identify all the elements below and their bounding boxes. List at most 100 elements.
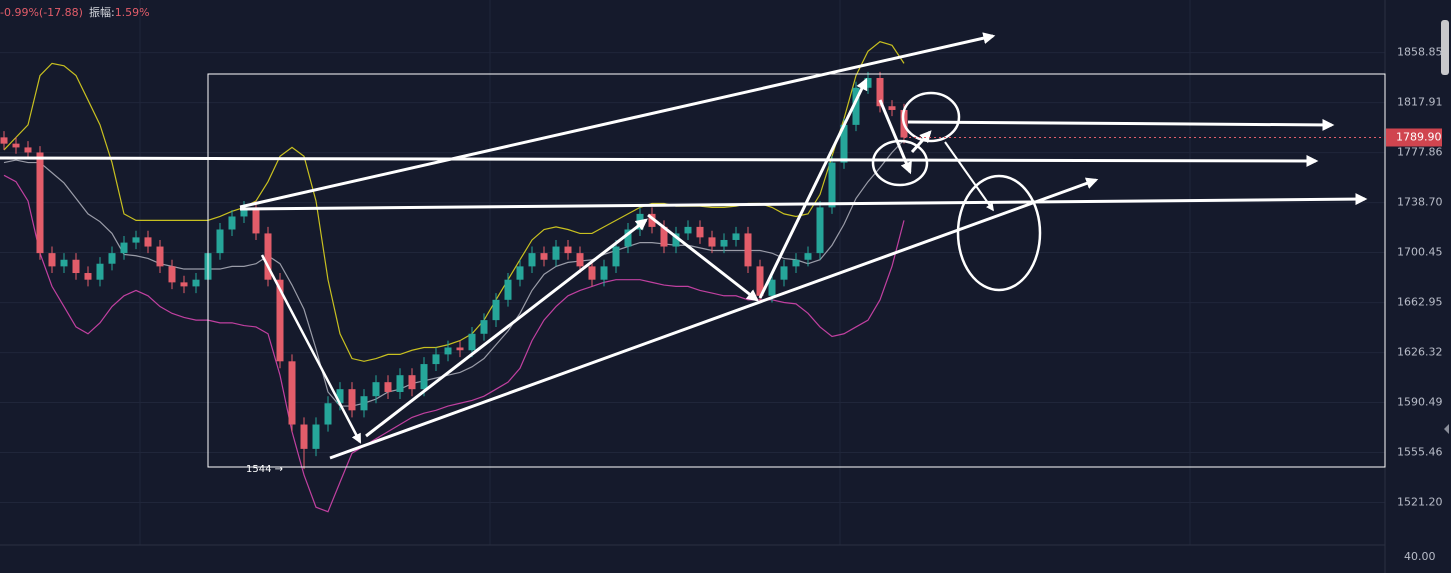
candle-body [504, 279, 512, 300]
candle-body [312, 424, 320, 449]
candle-body [180, 282, 188, 287]
candle-body [252, 207, 260, 234]
candle-body [192, 279, 200, 287]
ellipse [956, 174, 1042, 292]
ellipse [901, 91, 961, 143]
scrollbar[interactable] [1441, 20, 1449, 75]
candle-body [384, 382, 392, 392]
y-tick-label: 1555.46 [1397, 446, 1443, 459]
candle-body [564, 246, 572, 254]
candle-body [84, 273, 92, 280]
y-tick-label: 1626.32 [1397, 346, 1443, 359]
candle-body [828, 162, 836, 208]
candle-body [756, 266, 764, 296]
candle-body [228, 216, 236, 230]
candle-body [108, 253, 116, 264]
arrow [907, 118, 1335, 131]
candle-body [744, 233, 752, 267]
candle-body [324, 403, 332, 425]
y-tick-label: 1521.20 [1397, 496, 1443, 509]
arrow [365, 218, 648, 438]
y-tick-label: 1738.70 [1397, 196, 1443, 209]
candle-body [264, 233, 272, 280]
candle-body [0, 137, 8, 144]
arrow [758, 77, 868, 299]
arrow [239, 193, 1368, 211]
candle-body [672, 233, 680, 247]
candle-body [516, 266, 524, 280]
candle-body [684, 226, 692, 234]
candle-body [360, 396, 368, 411]
candle-body [240, 207, 248, 217]
candle-body [456, 347, 464, 351]
amplitude: 1.59% [115, 6, 150, 19]
y-tick-label: 1700.45 [1397, 246, 1443, 259]
candle-body [96, 263, 104, 280]
candle-body [612, 246, 620, 267]
candle-body [60, 259, 68, 267]
arrow [239, 32, 996, 209]
header: -0.99%(-17.88) 振幅:1.59% [0, 5, 150, 19]
candle-body [492, 299, 500, 321]
candle-body [468, 333, 476, 351]
candle-body [588, 266, 596, 280]
candle-body [144, 237, 152, 247]
candle-body [420, 364, 428, 390]
candle-body [540, 253, 548, 260]
candle-body [720, 239, 728, 247]
candle-body [120, 242, 128, 254]
candle-body [888, 106, 896, 110]
candle-body [480, 320, 488, 334]
current-price-label: 1789.90 [1396, 130, 1442, 143]
candle-body [216, 229, 224, 254]
candle-body [732, 233, 740, 240]
candle-body [168, 266, 176, 283]
arrow [878, 99, 912, 175]
candle-body [648, 213, 656, 227]
candle-body [528, 253, 536, 267]
candle-body [396, 375, 404, 392]
ellipse [871, 139, 929, 187]
candle-body [156, 246, 164, 267]
arrow [329, 177, 1099, 460]
candle-body [36, 152, 44, 254]
candle-body [336, 389, 344, 404]
candle-body [576, 253, 584, 267]
candle-body [600, 266, 608, 280]
candle-body [72, 259, 80, 274]
candle-body [300, 424, 308, 449]
candle-body [852, 87, 860, 125]
current-price-box [1386, 128, 1442, 147]
candle-body [624, 229, 632, 247]
candle-body [24, 147, 32, 153]
y-tick-label: 1662.95 [1397, 296, 1443, 309]
candle-body [816, 207, 824, 254]
candle-body [768, 279, 776, 296]
y-tick-label: 1858.85 [1397, 46, 1443, 59]
y-tick-label: 1590.49 [1397, 396, 1443, 409]
candle-body [348, 389, 356, 411]
candle-body [372, 382, 380, 397]
collapse-handle[interactable] [1444, 424, 1449, 434]
arrow [944, 141, 994, 212]
candle-body [132, 237, 140, 243]
band-line [3, 174, 905, 513]
candle-body [792, 259, 800, 267]
arrow [910, 130, 932, 154]
arrow [647, 213, 759, 302]
candle-body [864, 77, 872, 88]
candle-body [444, 347, 452, 355]
candle-body [288, 361, 296, 425]
change: -0.99%(-17.88) [0, 6, 83, 19]
candle-body [780, 266, 788, 280]
candle-body [276, 279, 284, 362]
amplitude-label: 振幅: [89, 5, 115, 19]
annotations [0, 32, 1386, 468]
candle-body [12, 143, 20, 148]
candle-body [804, 253, 812, 260]
candle-body [660, 226, 668, 247]
arrow [260, 254, 362, 444]
box [207, 73, 1386, 468]
low-annotation: 1544 → [246, 464, 283, 475]
band-line [3, 139, 905, 407]
